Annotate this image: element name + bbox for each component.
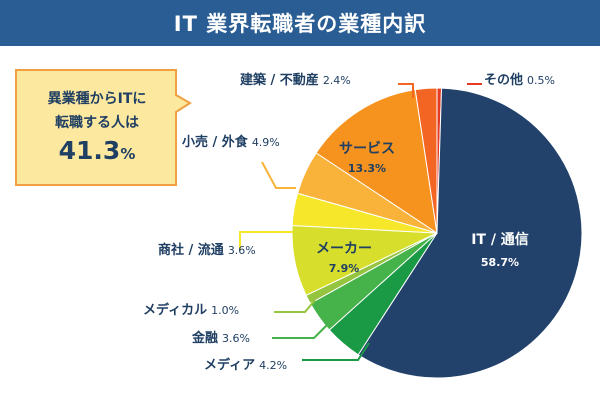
chart-title: IT 業界転職者の業種内訳 — [173, 12, 427, 36]
leader-line — [302, 342, 370, 361]
pie-slice-建築-不動産 — [414, 87, 438, 234]
pie-slice-IT-通信 — [357, 87, 583, 379]
callout-bubble — [15, 69, 192, 186]
pie-slice-サービス — [315, 89, 438, 235]
slice-label: 金融 3.6% — [191, 330, 250, 346]
title-bar: IT 業界転職者の業種内訳 — [0, 0, 600, 46]
slice-label: メディア 4.2% — [204, 357, 287, 373]
slice-label: IT / 通信 — [471, 231, 529, 248]
leader-line — [398, 83, 414, 98]
slice-value: 7.9% — [329, 262, 360, 275]
leader-line — [272, 321, 331, 339]
leader-line — [274, 299, 316, 313]
slice-label: サービス — [339, 141, 395, 157]
leader-line — [261, 161, 296, 189]
callout-box — [15, 69, 192, 186]
slice-value: 58.7% — [481, 256, 519, 269]
slice-label: 建築 / 不動産 2.4% — [240, 72, 351, 88]
slice-value: 13.3% — [348, 162, 386, 175]
slice-label: その他 0.5% — [484, 72, 555, 88]
slice-label: メーカー — [316, 241, 372, 257]
slice-label: 商社 / 流通 3.6% — [158, 242, 256, 258]
leader-line — [239, 231, 293, 250]
slice-label: 小売 / 外食 4.9% — [182, 134, 280, 150]
slice-label: メディカル 1.0% — [143, 302, 239, 318]
